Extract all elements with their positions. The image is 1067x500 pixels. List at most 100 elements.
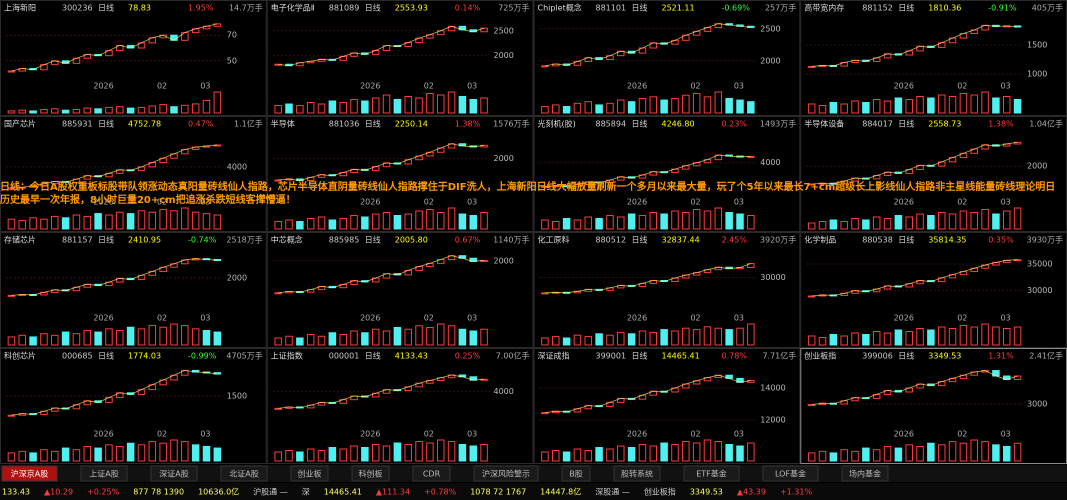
security-code: 880538 xyxy=(862,236,893,245)
price: 3349.53 xyxy=(928,352,961,361)
tab-label[interactable]: 创业板 xyxy=(298,469,322,479)
x-label: 03 xyxy=(1001,82,1011,91)
volume-bar xyxy=(872,216,881,230)
chart-panel[interactable] xyxy=(0,0,267,116)
chart-panel[interactable] xyxy=(533,232,801,348)
chart-panel[interactable] xyxy=(266,348,534,464)
chart-panel[interactable] xyxy=(533,116,801,232)
volume-bar xyxy=(213,214,222,230)
volume-total: 725万手 xyxy=(498,3,529,13)
volume-bar xyxy=(703,326,712,346)
volume-bar xyxy=(840,221,848,230)
volume-bar xyxy=(40,333,48,346)
volume-bar xyxy=(29,452,37,462)
volume-bar xyxy=(840,103,848,114)
security-code: 880512 xyxy=(596,236,627,245)
chart-panel[interactable] xyxy=(266,116,534,232)
tab-label[interactable]: 沪深风险警示 xyxy=(482,469,530,479)
status-item: 3349.53 xyxy=(690,488,723,497)
volume-total: 1576万手 xyxy=(493,119,529,129)
tab[interactable] xyxy=(473,465,539,482)
volume-bar xyxy=(851,100,859,114)
volume-bar xyxy=(317,335,326,346)
volume-total: 2.41亿手 xyxy=(1029,351,1063,361)
volume-bar xyxy=(660,99,668,114)
tab[interactable] xyxy=(412,465,451,482)
status-item: +0.25% xyxy=(87,488,120,497)
chart-panel[interactable] xyxy=(266,0,534,116)
security-name: Chiplet概念 xyxy=(538,3,582,13)
change: 1.31% xyxy=(988,352,1014,361)
tab-label[interactable]: LOF基金 xyxy=(775,469,806,479)
volume-bar xyxy=(306,448,315,462)
volume-bar xyxy=(480,328,488,346)
chart-panel[interactable] xyxy=(0,116,267,232)
volume-bar xyxy=(703,210,712,230)
volume-bar xyxy=(51,334,59,346)
chart-panel[interactable] xyxy=(533,0,801,116)
volume-bar xyxy=(296,451,304,462)
volume-bar xyxy=(447,91,456,114)
x-label: 2026 xyxy=(894,430,914,439)
x-label: 02 xyxy=(424,430,434,439)
volume-bar xyxy=(595,104,603,114)
tab-label[interactable]: CDR xyxy=(423,470,441,479)
volume-bar xyxy=(306,102,315,114)
security-name: 上证指数 xyxy=(271,351,303,361)
volume-bar xyxy=(725,444,733,462)
x-label: 02 xyxy=(690,430,700,439)
volume-bar xyxy=(714,207,723,230)
x-label: 03 xyxy=(467,430,477,439)
chart-panel[interactable] xyxy=(0,232,267,348)
volume-bar xyxy=(562,218,571,230)
tab[interactable] xyxy=(561,465,591,482)
tab[interactable] xyxy=(613,465,661,482)
volume-bar xyxy=(682,212,690,230)
volume-bar xyxy=(959,93,968,114)
volume-bar xyxy=(671,330,679,346)
tab[interactable] xyxy=(762,465,819,482)
volume-total: 257万手 xyxy=(765,3,796,13)
volume-bar xyxy=(296,221,304,230)
security-code: 885931 xyxy=(62,120,93,129)
volume-bar xyxy=(970,94,978,114)
volume-bar xyxy=(274,105,282,114)
security-code: 300236 xyxy=(62,4,93,13)
volume-bar xyxy=(747,442,755,462)
tab[interactable] xyxy=(220,465,268,482)
tab-label[interactable]: 科创板 xyxy=(359,469,383,479)
security-name: 化工原料 xyxy=(538,235,570,245)
volume-bar xyxy=(937,212,946,230)
chart-panel[interactable] xyxy=(800,116,1067,232)
tab[interactable] xyxy=(80,465,128,482)
volume-bar xyxy=(851,332,859,346)
volume-bar xyxy=(361,216,369,230)
volume-bar xyxy=(61,447,70,462)
tab-label[interactable]: B股 xyxy=(569,470,583,479)
status-item: 深股通 — xyxy=(595,487,630,497)
volume-bar xyxy=(714,327,723,346)
volume-bar xyxy=(649,96,658,114)
volume-bar xyxy=(883,332,892,346)
tab[interactable] xyxy=(351,465,390,482)
chart-panel[interactable] xyxy=(533,348,801,464)
tab-label[interactable]: 北证A股 xyxy=(229,470,258,479)
tab[interactable] xyxy=(290,465,329,482)
volume-bar xyxy=(213,331,222,346)
chart-panel[interactable] xyxy=(266,232,534,348)
x-label: 03 xyxy=(200,82,210,91)
x-label: 2026 xyxy=(93,430,113,439)
tab-label[interactable]: ETF基金 xyxy=(696,469,727,479)
tab[interactable] xyxy=(683,465,740,482)
tab-label[interactable]: 场内基金 xyxy=(849,469,881,479)
tab-label[interactable]: 股转系统 xyxy=(621,469,653,479)
chart-panel[interactable] xyxy=(0,348,267,464)
tab[interactable] xyxy=(150,465,198,482)
tab-label[interactable]: 沪深京A股 xyxy=(11,469,48,479)
tab[interactable] xyxy=(1,465,58,482)
tab-label[interactable]: 深证A股 xyxy=(159,470,188,479)
volume-bar xyxy=(829,219,838,230)
tab-label[interactable]: 上证A股 xyxy=(89,470,118,479)
tab[interactable] xyxy=(841,465,889,482)
volume-bar xyxy=(306,218,315,230)
